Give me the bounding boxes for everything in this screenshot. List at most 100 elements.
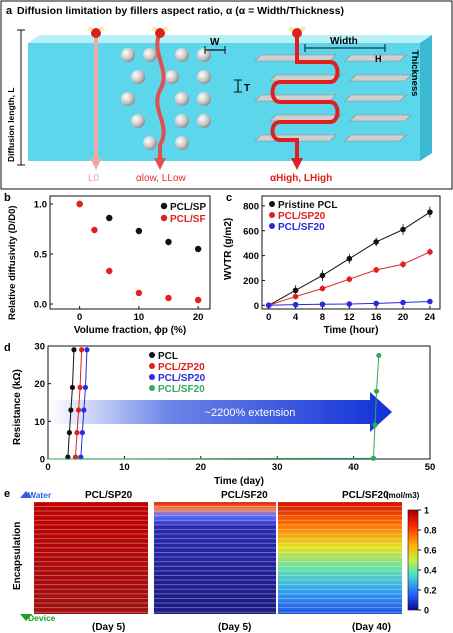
d-legend-label-3: PCL/SF20: [158, 384, 205, 395]
sphere-2: [175, 48, 189, 62]
c-point-1-1: [292, 293, 299, 300]
d-point-0-1: [66, 430, 72, 436]
c-ytick-label-2: 400: [243, 251, 259, 262]
d-point-1-3: [77, 384, 83, 391]
c-xtick-label-4: 16: [371, 312, 382, 323]
c-xtick-label-1: 4: [293, 312, 299, 323]
day-label-3: (Day 40): [352, 622, 391, 633]
c-point-0-4: [373, 239, 379, 245]
panel-d-label: d: [4, 342, 11, 354]
d-xtick-label-1: 10: [119, 462, 130, 473]
c-legend-marker-1: [269, 212, 275, 218]
panel-b-label: b: [4, 192, 11, 204]
water-label: Water: [28, 490, 52, 500]
panel-c-ylabel: WVTR (g/m2): [223, 218, 234, 280]
thickness-label: Thickness: [409, 50, 420, 96]
panel-b-plot-frame: [49, 195, 211, 310]
H-label: H: [375, 54, 382, 64]
c-legend-label-1: PCL/SP20: [278, 211, 326, 222]
b-point-1-1: [91, 226, 98, 234]
sphere-0: [121, 48, 135, 62]
d-point-0-0: [65, 454, 71, 460]
sphere-13: [143, 136, 157, 150]
sphere-3: [197, 48, 211, 62]
d-ytick-label-1: 10: [34, 417, 45, 428]
d-point-2-1: [79, 430, 85, 436]
path-alpha-high: [270, 32, 340, 160]
W-label: W: [210, 37, 220, 48]
day-label-1: (Day 5): [92, 622, 125, 633]
d-point-1-2: [75, 407, 82, 413]
flake-3-1: [349, 114, 412, 122]
c-point-1-3: [346, 276, 353, 282]
c-legend-label-0: Pristine PCL: [278, 200, 337, 211]
c-ytick-label-1: 200: [243, 276, 259, 287]
sphere-5: [165, 70, 179, 84]
sphere-11: [175, 114, 189, 128]
d-xtick-label-5: 50: [425, 462, 436, 473]
b-xtick-label-1: 10: [134, 312, 145, 323]
c-xtick-label-0: 0: [266, 312, 271, 323]
c-point-2-4: [373, 300, 379, 307]
panel-d-xlabel: Time (day): [214, 476, 264, 487]
b-point-1-0: [76, 200, 83, 208]
d-legend-label-2: PCL/SP20: [158, 373, 206, 384]
d-point-1-1: [74, 430, 80, 436]
b-legend-marker-0: [160, 202, 168, 210]
sphere-10: [131, 114, 145, 128]
d-legend-marker-2: [149, 374, 155, 380]
cbar-tick-label-0: 1: [424, 506, 429, 516]
device-label: Device: [28, 613, 56, 623]
map-title-3: PCL/SF20: [342, 490, 389, 501]
cbar-tick-label-5: 0: [424, 606, 429, 616]
width-label: Width: [330, 36, 358, 47]
panel-b-ylabel: Relative diffusivity (D/D0): [7, 205, 18, 320]
c-ytick-label-3: 600: [243, 226, 259, 237]
c-point-1-5: [400, 261, 406, 268]
b-legend-marker-1: [160, 214, 168, 222]
b-point-1-4: [165, 294, 172, 302]
extension-arrow: [50, 392, 392, 432]
c-point-1-4: [373, 267, 379, 273]
c-ytick-label-0: 0: [254, 301, 259, 312]
c-legend-label-2: PCL/SF20: [278, 222, 325, 233]
b-point-0-2: [135, 227, 143, 235]
sphere-1: [143, 48, 157, 62]
d-point-2-4: [84, 347, 90, 353]
d-point-2-3: [82, 384, 89, 391]
c-legend-marker-0: [269, 201, 275, 207]
sphere-6: [197, 70, 211, 84]
panel-e: e Water Device Encapsulation PCL/SP20 PC…: [4, 488, 437, 633]
colorbar-unit: (mol/m3): [386, 491, 420, 500]
panel-a-label: a: [6, 5, 13, 17]
flake-4-1: [344, 134, 407, 142]
d-point-0-2: [68, 407, 74, 413]
c-point-0-6: [427, 209, 433, 215]
b-legend-label-1: PCL/SF: [170, 214, 206, 225]
d-point-3-2: [372, 422, 378, 428]
d-ytick-label-0: 0: [40, 455, 45, 466]
cbar-tick-label-4: 0.2: [424, 586, 437, 596]
day-label-2: (Day 5): [218, 622, 251, 633]
d-xtick-label-3: 30: [272, 462, 283, 473]
d-xtick-label-2: 20: [196, 462, 207, 473]
c-xtick-label-6: 24: [425, 312, 436, 323]
c-point-0-2: [319, 272, 326, 279]
panel-a-frame: [0, 0, 453, 190]
c-point-2-5: [400, 299, 406, 306]
d-legend-marker-3: [149, 385, 155, 391]
c-legend-marker-2: [269, 223, 275, 229]
alpha-high-label: αHigh, LHigh: [270, 173, 332, 184]
cbar-tick-label-3: 0.4: [424, 566, 437, 576]
d-legend-label-1: PCL/ZP20: [158, 362, 205, 373]
map-title-2: PCL/SF20: [221, 490, 268, 501]
slab-top: [28, 35, 432, 43]
d-point-1-4: [79, 347, 85, 353]
sphere-4: [131, 70, 145, 84]
c-point-0-3: [346, 255, 353, 262]
b-legend-label-0: PCL/SP: [170, 202, 206, 213]
b-point-1-2: [106, 267, 113, 275]
d-legend-label-0: PCL: [158, 351, 178, 362]
map-title-1: PCL/SP20: [85, 490, 133, 501]
